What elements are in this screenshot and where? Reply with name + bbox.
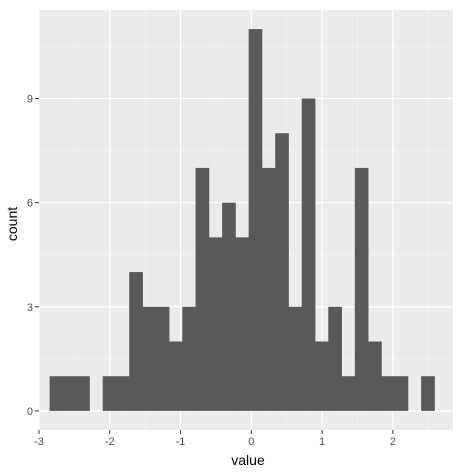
- histogram-bar: [102, 376, 117, 411]
- histogram-bar: [49, 376, 64, 411]
- histogram-bar: [248, 29, 263, 411]
- grid-minor: [39, 10, 453, 430]
- histogram-bar: [354, 167, 369, 411]
- histogram-bar: [169, 341, 183, 411]
- histogram-bar: [142, 306, 157, 411]
- histogram-bar: [195, 167, 210, 411]
- x-tick-label: 2: [390, 436, 396, 448]
- histogram-bar: [275, 133, 289, 411]
- x-tick-label: -3: [34, 436, 44, 448]
- y-tick-label: 0: [27, 406, 33, 418]
- histogram-bar: [115, 376, 130, 411]
- x-axis-title: value: [231, 452, 265, 468]
- histogram-bar: [368, 341, 382, 411]
- x-axis-ticks: -3 -2 -1 0 1 2: [34, 430, 396, 448]
- y-tick-label: 9: [27, 94, 33, 106]
- x-tick-label: -1: [176, 436, 186, 448]
- histogram-bar: [288, 306, 303, 411]
- y-axis-ticks: 0 3 6 9: [27, 94, 39, 418]
- x-tick-label: 1: [319, 436, 325, 448]
- histogram-bar: [341, 376, 356, 411]
- histogram-bar: [301, 98, 316, 411]
- x-tick-label: -2: [105, 436, 115, 448]
- histogram-bar: [182, 306, 196, 411]
- y-tick-label: 6: [27, 198, 33, 210]
- histogram-bars: [49, 29, 435, 411]
- histogram-bar: [328, 306, 342, 411]
- histogram-bar: [421, 376, 435, 411]
- histogram-bar: [381, 376, 396, 411]
- histogram-bar: [155, 306, 170, 411]
- histogram-bar: [235, 237, 250, 411]
- x-tick-label: 0: [248, 436, 254, 448]
- histogram-bar: [208, 237, 223, 411]
- y-axis-title: count: [4, 207, 20, 241]
- histogram-bar: [76, 376, 90, 411]
- histogram-bar: [394, 376, 409, 411]
- histogram-bar: [222, 202, 236, 411]
- histogram-bar: [62, 376, 77, 411]
- histogram-bar: [129, 272, 143, 411]
- y-tick-label: 3: [27, 302, 33, 314]
- histogram-bar: [261, 167, 276, 411]
- histogram-bar: [315, 341, 329, 411]
